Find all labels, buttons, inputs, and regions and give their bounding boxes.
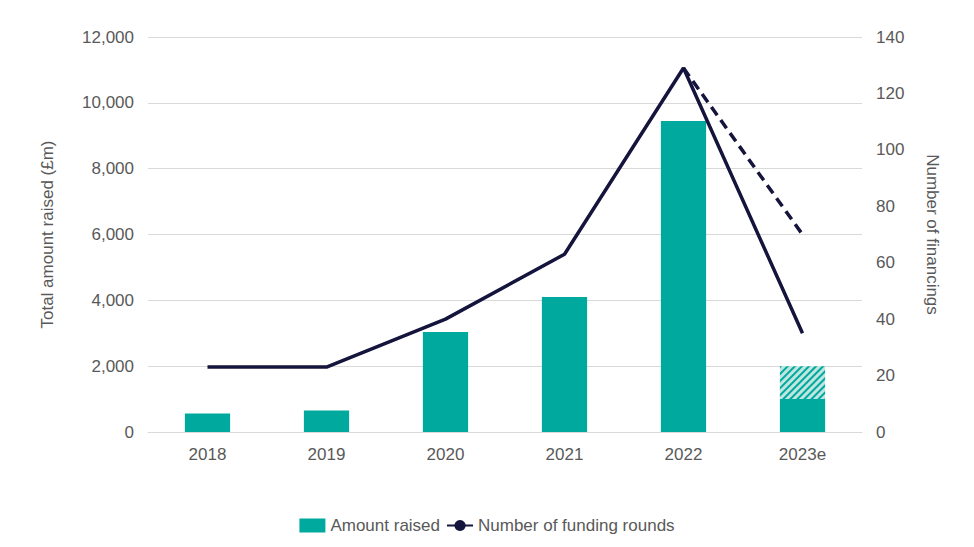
svg-text:2020: 2020 <box>427 445 465 464</box>
svg-text:140: 140 <box>876 28 904 47</box>
svg-text:2,000: 2,000 <box>91 357 134 376</box>
svg-text:6,000: 6,000 <box>91 225 134 244</box>
svg-text:Total amount raised (£m): Total amount raised (£m) <box>38 140 57 328</box>
svg-text:4,000: 4,000 <box>91 291 134 310</box>
svg-text:2019: 2019 <box>308 445 346 464</box>
svg-text:Amount raised: Amount raised <box>330 516 440 535</box>
svg-text:20: 20 <box>876 366 895 385</box>
svg-text:Number of funding rounds: Number of funding rounds <box>478 516 675 535</box>
svg-text:80: 80 <box>876 197 895 216</box>
svg-text:2021: 2021 <box>546 445 584 464</box>
svg-text:8,000: 8,000 <box>91 159 134 178</box>
svg-text:0: 0 <box>876 423 885 442</box>
svg-text:0: 0 <box>125 423 134 442</box>
svg-text:2018: 2018 <box>189 445 227 464</box>
svg-text:2023e: 2023e <box>779 445 826 464</box>
svg-text:60: 60 <box>876 253 895 272</box>
svg-text:10,000: 10,000 <box>82 93 134 112</box>
svg-text:100: 100 <box>876 140 904 159</box>
svg-text:12,000: 12,000 <box>82 28 134 47</box>
svg-text:Number of financings: Number of financings <box>923 154 942 315</box>
svg-text:2022: 2022 <box>665 445 703 464</box>
svg-text:40: 40 <box>876 310 895 329</box>
svg-text:120: 120 <box>876 84 904 103</box>
